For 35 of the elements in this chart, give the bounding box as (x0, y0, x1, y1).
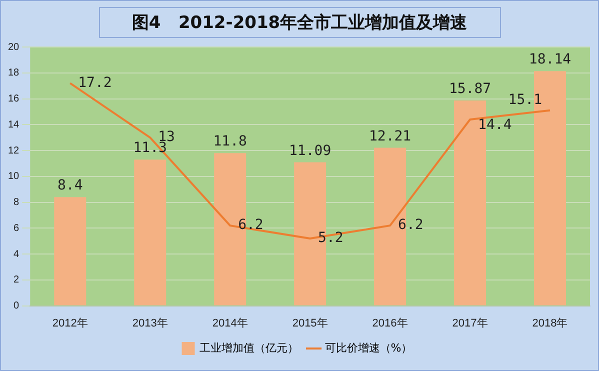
y-tick-label: 4 (14, 248, 20, 260)
x-tick-label: 2012年 (52, 317, 88, 330)
data-label: 5.2 (318, 230, 344, 246)
x-tick-label: 2017年 (452, 317, 488, 330)
y-tick-label: 14 (8, 119, 20, 130)
y-tick-label: 18 (8, 68, 20, 79)
x-tick-label: 2014年 (212, 317, 248, 330)
y-tick-label: 16 (8, 94, 20, 105)
x-tick-label: 2013年 (132, 317, 168, 330)
data-label: 11.8 (213, 134, 247, 150)
data-label: 17.2 (78, 74, 112, 91)
y-tick-label: 20 (8, 42, 20, 53)
x-tick-label: 2016年 (372, 317, 408, 330)
bar (54, 197, 86, 306)
data-label: 12.21 (368, 128, 412, 144)
data-label: 6.2 (398, 217, 424, 234)
data-label: 8.4 (57, 178, 83, 194)
data-label: 14.4 (478, 117, 512, 134)
y-tick-label: 2 (14, 274, 20, 286)
y-tick-label: 8 (14, 197, 20, 208)
data-label: 6.2 (238, 217, 264, 234)
y-tick-label: 0 (14, 300, 20, 312)
x-tick-label: 2015年 (292, 317, 328, 330)
x-tick-label: 2018年 (532, 317, 568, 330)
y-tick-label: 12 (8, 145, 20, 156)
bar (134, 160, 166, 306)
legend-label: 工业增加值（亿元） (199, 341, 298, 354)
y-tick-label: 10 (8, 171, 20, 182)
data-label: 15.1 (508, 92, 542, 108)
chart-title: 图4 2012-2018年全市工业增加值及增速 (98, 7, 500, 38)
data-label: 15.87 (448, 81, 492, 98)
legend-label: 可比价增速（%） (324, 341, 412, 354)
y-tick-label: 6 (14, 222, 20, 234)
data-label: 18.14 (528, 52, 572, 68)
data-label: 11.09 (288, 142, 332, 159)
